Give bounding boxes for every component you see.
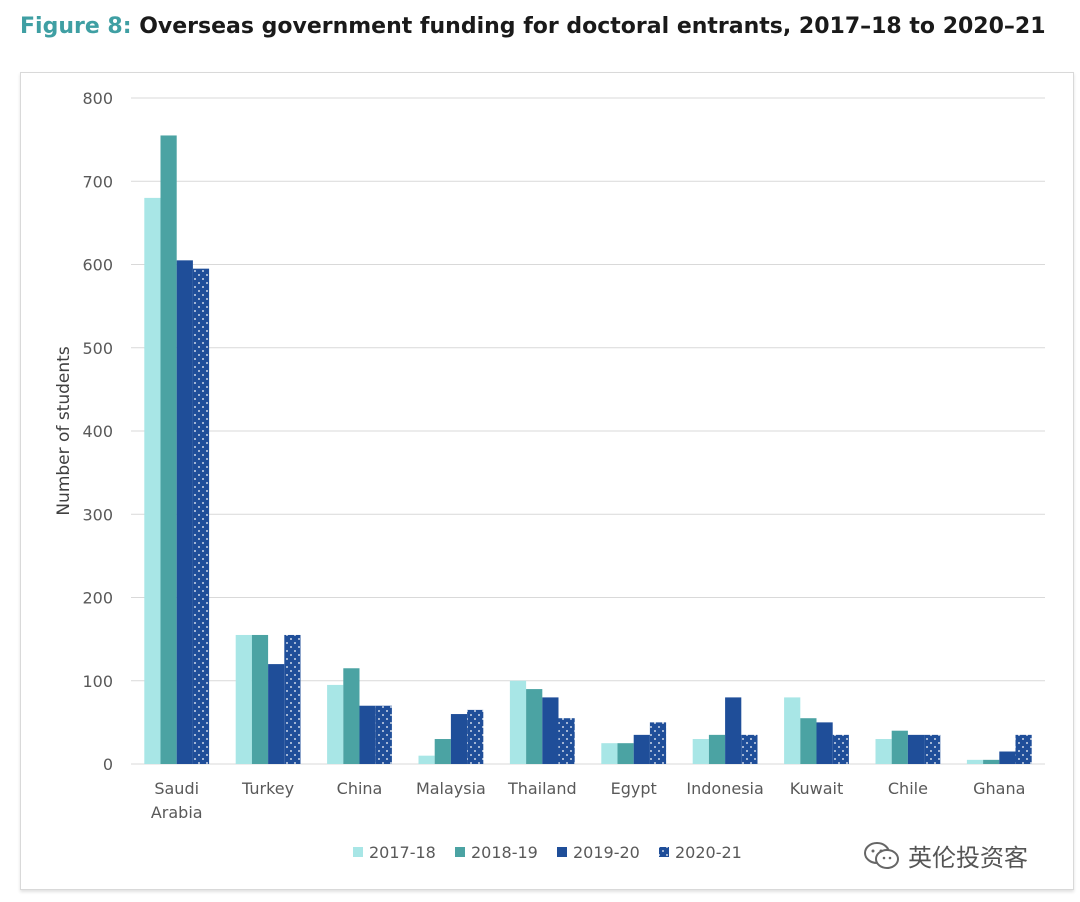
bar [617,743,634,764]
bar [966,759,984,764]
bar [251,634,269,764]
bar [144,197,161,764]
bar [891,730,908,764]
y-tick-label: 200 [82,589,113,608]
bar [741,734,758,764]
figure-title: Figure 8: Overseas government funding fo… [20,14,1046,39]
bar [509,680,527,764]
bar [450,714,468,764]
bar [375,705,392,764]
y-tick-label: 600 [82,256,113,275]
y-tick-label: 400 [82,422,113,441]
legend: 2017-18 2018-19 2019-20 2020-21 [353,843,742,862]
x-tick-label: Ghana [973,779,1025,798]
x-tick-label: Arabia [151,803,203,822]
y-axis-title: Number of students [54,346,74,515]
bar [235,634,252,764]
wechat-icon [864,841,899,869]
y-tick-label: 800 [82,89,113,108]
legend-swatch [659,847,669,857]
x-tick-label: Thailand [507,779,577,798]
legend-label: 2020-21 [675,843,742,862]
bar [418,755,435,764]
bar [327,684,344,764]
x-tick-label: China [337,779,383,798]
legend-label: 2017-18 [369,843,436,862]
x-tick-label: Egypt [611,779,657,798]
bar [526,689,543,764]
legend-label: 2019-20 [573,843,640,862]
bar [359,705,376,764]
bar [692,739,709,764]
x-tick-label: Chile [888,779,928,798]
chart-frame: 0 100 200 300 400 500 600 700 800 Number of stud… [20,72,1074,890]
bar [784,697,801,764]
bar [268,664,285,764]
bar [907,734,925,764]
bar [558,718,575,764]
bar [633,734,650,764]
bar [924,734,941,764]
bar [999,751,1016,764]
bar [542,697,559,764]
bar [1015,734,1032,764]
y-axis-ticks: 0 100 200 300 400 500 600 700 800 [82,89,113,774]
bars [144,135,1032,764]
y-tick-label: 100 [82,672,113,691]
bar [284,634,301,764]
figure-label: Figure 8: [20,14,132,39]
bar [832,734,849,764]
y-tick-label: 0 [103,755,113,774]
bar [816,722,833,764]
x-tick-label: Malaysia [416,779,486,798]
bar [983,759,1000,764]
bar [192,268,210,764]
x-axis-ticks: Saudi Arabia Turkey China Malaysia Thailand Eg… [151,779,1026,822]
bar [601,743,618,764]
bar [343,668,360,764]
bar [467,709,484,764]
bar [725,697,742,764]
bar [800,718,817,764]
figure-title-text: Overseas government funding for doctoral… [139,14,1046,39]
legend-swatch [455,847,465,857]
x-tick-label: Kuwait [790,779,843,798]
bar [875,739,892,764]
legend-swatch [353,847,363,857]
bar [708,734,726,764]
bar [160,135,177,764]
legend-swatch [557,847,567,857]
y-tick-label: 300 [82,505,113,524]
x-tick-label: Turkey [241,779,294,798]
bar [176,260,193,764]
bar-chart: 0 100 200 300 400 500 600 700 800 Number of stud… [54,89,1045,862]
x-tick-label: Saudi [154,779,199,798]
y-tick-label: 500 [82,339,113,358]
bar [434,739,451,764]
bar [649,722,667,764]
legend-label: 2018-19 [471,843,538,862]
x-tick-label: Indonesia [686,779,763,798]
watermark-text: 英伦投资客 [908,844,1028,872]
y-tick-label: 700 [82,172,113,191]
watermark: 英伦投资客 [862,838,1028,873]
